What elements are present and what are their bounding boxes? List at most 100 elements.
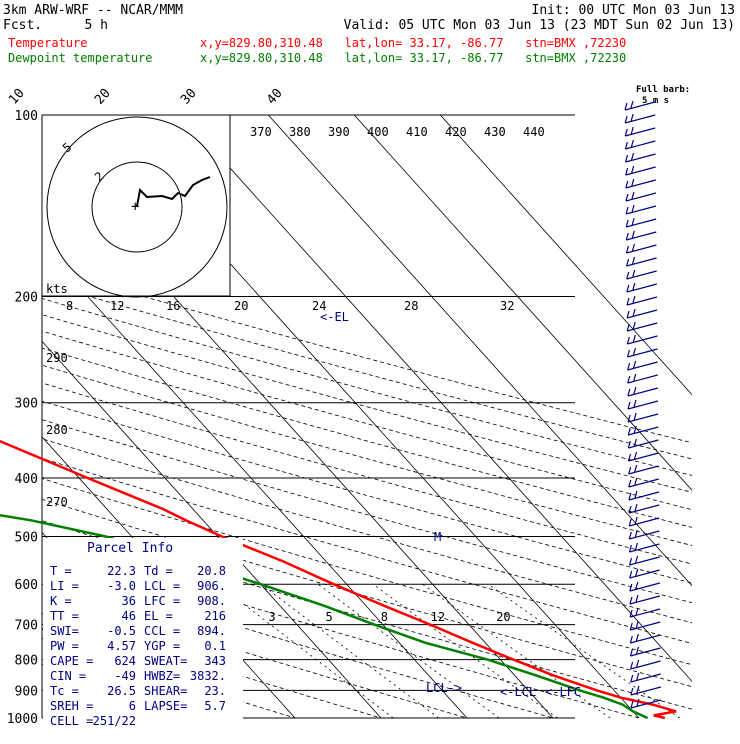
mixing-ratio-line: [422, 583, 611, 718]
wind-barb: [626, 257, 657, 267]
wind-barb-flag: [626, 271, 630, 280]
mixing-ratio-label: 8: [381, 610, 388, 624]
hodograph-trace: [136, 176, 211, 207]
parcel-label: LFC =: [144, 594, 180, 608]
theta-e-scale-label: 440: [523, 125, 545, 139]
wind-barb-flag: [634, 477, 638, 486]
wind-barb-flag: [635, 633, 639, 642]
parcel-info-rows: T = 22.3 Td = 20.8 LI = -3.0 LCL = 906. K = 36 LFC…: [50, 564, 226, 728]
wind-barb-flag: [634, 542, 638, 551]
wind-barb-flag: [630, 700, 634, 709]
lcl-label-left: LCL->: [426, 681, 462, 695]
wind-barb: [628, 478, 659, 488]
wind-barb-flag: [631, 165, 635, 174]
wind-barb: [624, 114, 656, 124]
parcel-label: YGP =: [144, 639, 180, 653]
wind-barb-flag: [631, 217, 635, 226]
clipped-lines: [42, 115, 692, 718]
dewpoint-legend: Dewpoint temperature: [8, 51, 153, 65]
pressure-tick-label: 200: [15, 291, 38, 306]
barb-note-1: Full barb:: [636, 85, 690, 95]
wind-barb-flag: [628, 466, 632, 475]
wind-barb-flag: [625, 245, 630, 254]
wind-barb: [629, 556, 660, 566]
theta-e-scale-label: 430: [484, 125, 506, 139]
wind-barb-flag: [630, 126, 634, 135]
isotherm-line: [268, 115, 692, 587]
mixing-ratio-label: 5: [325, 610, 332, 624]
wind-barb-flag: [628, 557, 633, 566]
wind-barb: [628, 504, 660, 514]
wind-barb: [625, 153, 656, 163]
wind-barb-flag: [627, 440, 631, 449]
wind-barb: [630, 686, 662, 696]
pressure-tick-label: 600: [15, 578, 38, 593]
wind-barb: [626, 296, 658, 306]
wind-barb-flag: [629, 609, 633, 618]
wind-barb-flag: [633, 412, 637, 421]
mixing-ratio-line: [217, 583, 394, 718]
mixing-ratio-label: 3: [268, 610, 275, 624]
hodograph-frame: [41, 114, 231, 297]
wind-barb: [625, 140, 656, 150]
parcel-value: 216: [204, 609, 226, 623]
parcel-label: K =: [50, 594, 72, 608]
valid-time: Valid: 05 UTC Mon 03 Jun 13 (23 MDT Sun …: [344, 18, 735, 33]
theta-e-scale-label: 370: [250, 125, 272, 139]
wind-barb: [629, 517, 660, 527]
dry-adiabat: [42, 612, 383, 718]
mixing-ratio-line: [487, 583, 680, 718]
wind-barb-flag: [636, 685, 640, 694]
pressure-tick-label: 1000: [7, 712, 38, 727]
dewpoint-info: x,y=829.80,310.48 lat,lon= 33.17, -86.77…: [200, 51, 626, 65]
wind-barbs: [624, 100, 662, 709]
parcel-value: 46: [122, 609, 136, 623]
wind-barb: [627, 374, 658, 384]
wind-barb-flag: [626, 349, 631, 358]
wind-barb-flag: [630, 113, 634, 122]
parcel-value: -0.5: [107, 624, 136, 638]
theta-e-scale-label: 400: [367, 125, 389, 139]
wind-barb: [624, 101, 656, 111]
wind-barb-flag: [634, 516, 638, 525]
kts-label: kts: [46, 282, 68, 296]
wind-barb-flag: [633, 360, 637, 369]
parcel-value: 908.: [197, 594, 226, 608]
wind-barb-flag: [635, 620, 639, 629]
parcel-label: CAPE =: [50, 654, 93, 668]
parcel-value: 0.1: [204, 639, 226, 653]
wind-barb-flag: [632, 282, 636, 291]
wind-barb-flag: [627, 375, 631, 384]
wind-barb: [629, 530, 660, 540]
wind-barb-flag: [630, 687, 634, 696]
wind-barb-flag: [633, 425, 637, 434]
wind-barb: [626, 231, 657, 241]
temperature-profile: [0, 439, 677, 720]
theta-left-label: 280: [46, 423, 68, 437]
wind-barb: [625, 192, 657, 202]
kts-tick-label: 12: [110, 299, 124, 313]
pressure-tick-label: 100: [15, 109, 38, 124]
parcel-label: SWEAT=: [144, 654, 187, 668]
kts-tick-label: 28: [404, 299, 418, 313]
wind-barb-flag: [633, 438, 637, 447]
wind-barb-flag: [624, 128, 628, 137]
wind-barb-flag: [627, 362, 631, 371]
wind-barb-flag: [626, 336, 630, 345]
mixing-ratio-line: [317, 583, 500, 718]
wind-barb-flag: [632, 321, 636, 330]
parcel-label: SWI=: [50, 624, 79, 638]
parcel-info-box: Parcel Info T = 22.3 Td = 20.8 LI = -3.0 LCL =…: [43, 538, 243, 728]
parcel-label: Tc =: [50, 684, 79, 698]
parcel-label: LAPSE=: [144, 699, 187, 713]
wind-barb: [627, 361, 658, 371]
wind-barb: [627, 400, 659, 410]
parcel-value: 3832.: [190, 669, 226, 683]
wind-barb: [625, 127, 656, 137]
parcel-label: Td =: [144, 564, 173, 578]
kts-tick-label: 32: [500, 299, 514, 313]
pressure-tick-label: 900: [15, 684, 38, 699]
parcel-value: 624: [114, 654, 136, 668]
